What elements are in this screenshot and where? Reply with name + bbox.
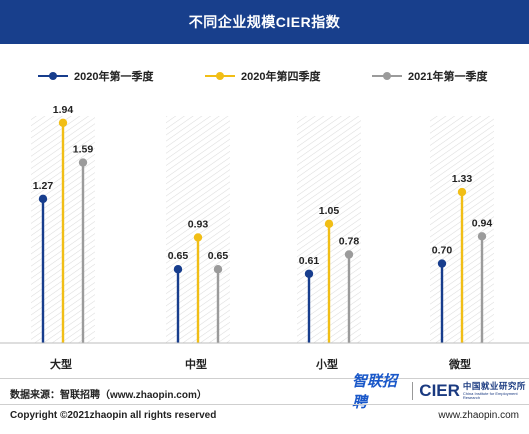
cier-logo: CIER [419,381,460,400]
value-label-s0-c0: 1.27 [33,180,54,192]
value-label-s2-c2: 0.78 [339,235,360,247]
value-label-s0-c1: 0.65 [168,250,189,262]
zhilian-logo: 智联招聘 [352,373,398,411]
legend-item-2020q1: 2020年第一季度 [38,68,153,84]
footer-divider-top [0,378,529,379]
point-s1-c0 [58,118,68,128]
copyright: Copyright ©2021zhaopin all rights reserv… [10,410,217,421]
category-label-2: 小型 [315,357,338,371]
point-s2-c0 [78,158,88,167]
legend-item-2021q1: 2021年第一季度 [372,68,487,84]
value-label-s0-c3: 0.70 [432,245,453,257]
brand-separator [412,382,414,400]
legend-marker-2020q4 [205,70,235,82]
point-s2-c2 [344,250,354,259]
point-s2-c3 [477,232,487,241]
value-label-s1-c2: 1.05 [319,205,340,217]
value-label-s0-c2: 0.61 [299,255,320,267]
category-label-0: 大型 [50,357,72,371]
point-s1-c3 [457,187,467,197]
cier-logo-cn: 中国就业研究所 [462,381,526,392]
legend-label-2021q1: 2021年第一季度 [408,71,488,83]
legend-item-2020q4: 2020年第四季度 [205,68,320,84]
point-s2-c1 [213,265,223,274]
value-label-s2-c3: 0.94 [472,217,493,229]
point-s1-c2 [324,219,334,229]
brand-logos: 智联招聘 CIER 中国就业研究所 China Institute for Em… [352,373,529,411]
category-label-3: 微型 [448,357,471,371]
value-label-s2-c1: 0.65 [208,250,229,262]
point-s0-c1 [173,265,183,274]
legend-marker-2021q1 [372,70,402,82]
cier-logo-text: 中国就业研究所 China Institute for Employment R… [463,382,529,400]
legend-label-2020q1: 2020年第一季度 [74,71,154,83]
legend-label-2020q4: 2020年第四季度 [241,71,321,83]
point-s0-c2 [304,269,314,278]
data-source: 数据来源：智联招聘（www.zhaopin.com） [10,390,207,401]
point-s1-c1 [193,233,203,242]
legend-marker-2020q1 [38,70,68,82]
value-label-s1-c1: 0.93 [188,218,209,230]
value-label-s2-c0: 1.59 [73,144,94,156]
lollipop-chart: 大型 中型 小型 微型 1.27 0.65 0.61 0.70 1.94 0.93 1.05 1.33… [0,104,529,371]
point-s0-c3 [437,259,447,268]
value-label-s1-c0: 1.94 [53,104,74,116]
legend: 2020年第一季度 2020年第四季度 2021年第一季度 [0,68,529,88]
footer-divider-bottom [0,404,529,405]
value-label-s1-c3: 1.33 [452,173,473,185]
website-link[interactable]: www.zhaopin.com [438,410,519,421]
category-label-1: 中型 [185,357,207,371]
cier-logo-en: China Institute for Employment Research [462,390,518,400]
chart-title: 不同企业规模CIER指数 [0,0,529,44]
point-s0-c0 [38,194,48,204]
